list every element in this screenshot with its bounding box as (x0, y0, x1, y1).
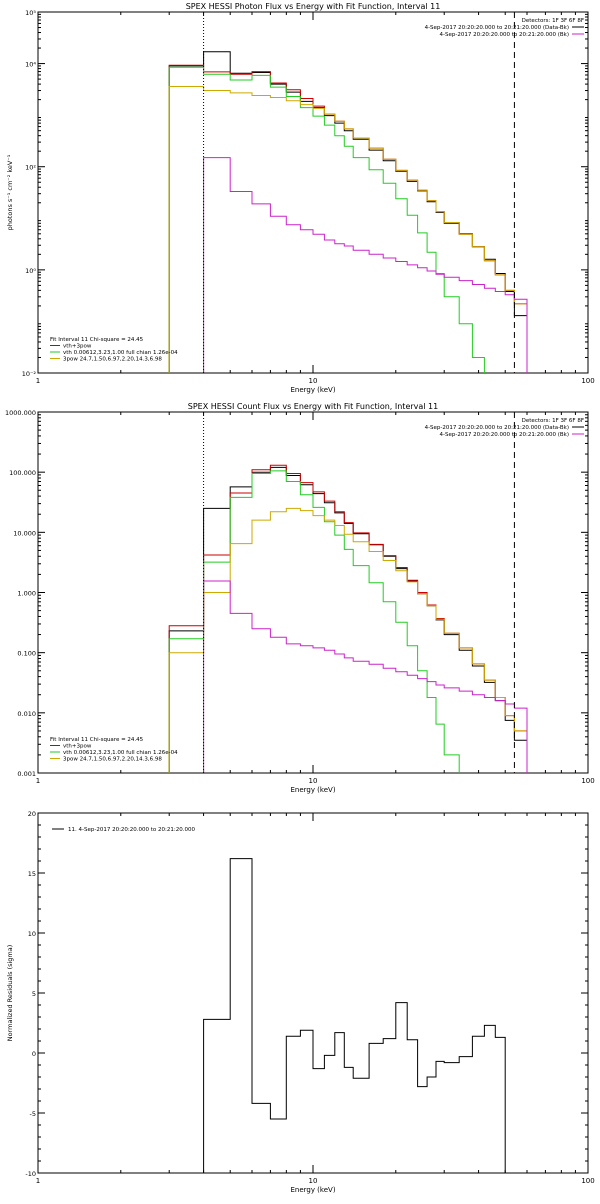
x-tick-label: 1 (36, 1177, 40, 1185)
x-axis-label: Energy (keV) (290, 786, 335, 794)
y-tick-label: 10⁰ (25, 267, 36, 275)
series-group (168, 464, 528, 773)
x-axis-label: Energy (keV) (290, 1186, 335, 1194)
y-axis-label: Normalized Residuals (sigma) (6, 945, 14, 1042)
legend-entry: 4-Sep-2017 20:20:20.000 to 20:21:20.000 … (425, 425, 569, 431)
y-tick-label: -10 (25, 1170, 36, 1178)
chart-title: SPEX HESSI Photon Flux vs Energy with Fi… (186, 2, 441, 11)
fit-entry: vth+3pow (63, 344, 92, 350)
fit-entry: vth 0.00612,3.23,1.00 full chian 1.26e-0… (63, 350, 178, 356)
y-tick-label: 20 (28, 810, 36, 818)
x-tick-label: 10 (309, 377, 318, 385)
y-tick-label: 10⁵ (25, 9, 36, 17)
y-tick-label: 0.100 (17, 650, 36, 658)
model-histogram-4 (203, 580, 528, 773)
x-tick-label: 100 (581, 377, 594, 385)
data-histogram (168, 51, 528, 373)
fit-info-header: Fit Interval 11 Chi-square = 24.45 (50, 737, 144, 743)
y-tick-label: -5 (30, 1110, 36, 1118)
model-histogram-2 (168, 470, 460, 773)
legend-entry: 11. 4-Sep-2017 20:20:20.000 to 20:21:20.… (68, 827, 195, 833)
fit-entry: vth 0.00612,3.23,1.00 full chian 1.26e-0… (63, 750, 178, 756)
series-group (168, 51, 528, 373)
y-tick-label: 0.001 (17, 770, 36, 778)
model-histogram-1 (168, 64, 528, 373)
y-tick-label: 10⁴ (25, 61, 36, 69)
x-tick-label: 1 (36, 377, 40, 385)
fit-entry: 3pow 24.7,1.50,6.97,2.20,14.3,6.98 (63, 757, 162, 763)
photon-flux-panel: SPEX HESSI Photon Flux vs Energy with Fi… (6, 2, 595, 394)
model-histogram-1 (168, 464, 528, 773)
x-tick-label: 1 (36, 777, 40, 785)
x-tick-label: 100 (581, 1177, 594, 1185)
data-histogram (203, 858, 506, 1173)
y-tick-label: 5 (32, 990, 36, 998)
y-tick-label: 10.000 (13, 529, 36, 537)
chart-title: SPEX HESSI Count Flux vs Energy with Fit… (188, 402, 439, 411)
legend-entry: 4-Sep-2017 20:20:20.000 to 20:21:20.000 … (440, 32, 570, 38)
x-axis-label: Energy (keV) (290, 386, 335, 394)
y-tick-label: 15 (28, 870, 36, 878)
residuals-panel: 1 10 100 Energy (keV) -10 -5 0 5 10 15 20 Normalize… (6, 810, 595, 1194)
count-flux-panel: SPEX HESSI Count Flux vs Energy with Fit… (5, 402, 595, 794)
legend-entry: 4-Sep-2017 20:20:20.000 to 20:21:20.000 … (425, 25, 569, 31)
x-tick-label: 100 (581, 777, 594, 785)
y-tick-label: 1.000 (17, 590, 36, 598)
model-histogram-2 (168, 66, 485, 373)
model-histogram-3 (168, 507, 528, 773)
model-histogram-3 (168, 86, 528, 373)
plot-frame (37, 11, 589, 374)
y-tick-label: 10 (28, 930, 36, 938)
y-tick-label: 100.000 (9, 469, 36, 477)
y-tick-label: 1000.000 (5, 409, 36, 417)
x-tick-label: 10 (309, 777, 318, 785)
data-histogram (168, 466, 528, 773)
series-group (203, 858, 506, 1173)
legend-header: Detectors: 1F 3F 6F 8F (522, 418, 584, 424)
x-tick-label: 10 (309, 1177, 318, 1185)
legend-header: Detectors: 1F 3F 6F 8F (522, 18, 584, 24)
y-tick-label: 10² (25, 164, 36, 172)
fit-entry: vth+3pow (63, 744, 92, 750)
y-tick-label: 0 (32, 1050, 36, 1058)
fit-entry: 3pow 24.7,1.50,6.97,2.20,14.3,6.98 (63, 357, 162, 363)
y-tick-label: 10⁻² (22, 370, 37, 378)
fit-info-header: Fit Interval 11 Chi-square = 24.45 (50, 337, 144, 343)
y-axis-label: photons s⁻¹ cm⁻² keV⁻¹ (6, 154, 14, 230)
legend-entry: 4-Sep-2017 20:20:20.000 to 20:21:20.000 … (440, 432, 570, 438)
y-tick-label: 0.010 (17, 710, 36, 718)
model-histogram-4 (203, 157, 528, 373)
